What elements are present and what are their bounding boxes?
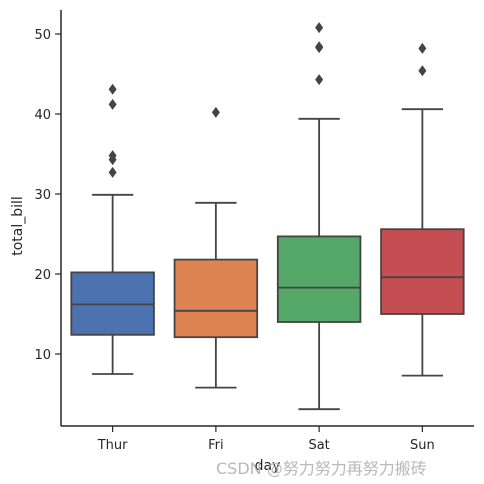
box-iqr	[276, 235, 362, 323]
watermark: CSDN @努力努力再努力搬砖	[216, 459, 427, 478]
box-iqr	[380, 228, 465, 315]
x-tick-label: Sat	[308, 438, 329, 453]
outlier-point	[108, 83, 117, 95]
outlier-point	[418, 65, 427, 77]
x-axis-label: day	[255, 458, 281, 474]
outlier-point	[315, 22, 324, 34]
box-thur	[70, 83, 155, 375]
y-tick-label: 40	[34, 108, 51, 123]
outlier-point	[108, 150, 117, 162]
box-sat	[276, 22, 362, 411]
outlier-point	[315, 41, 324, 53]
boxes	[70, 22, 465, 411]
x-axis: Thur Fri Sat Sun day	[61, 425, 474, 474]
y-axis-label: total_bill	[10, 196, 26, 256]
y-tick-label: 30	[34, 188, 51, 203]
x-tick-label: Fri	[208, 438, 224, 453]
y-tick-label: 20	[34, 268, 51, 283]
box-fri	[173, 106, 259, 389]
outlier-point	[108, 98, 117, 110]
x-tick-label: Thur	[97, 438, 128, 453]
outlier-point	[108, 166, 117, 178]
y-axis: 10 20 30 40 50	[34, 10, 62, 426]
box-sun	[380, 42, 465, 377]
box-iqr	[173, 258, 259, 339]
outlier-point	[211, 106, 220, 118]
y-tick-label: 10	[34, 348, 51, 363]
outlier-point	[315, 74, 324, 86]
y-tick-label: 50	[34, 28, 51, 43]
outlier-point	[418, 42, 427, 54]
x-tick-label: Sun	[410, 438, 435, 453]
